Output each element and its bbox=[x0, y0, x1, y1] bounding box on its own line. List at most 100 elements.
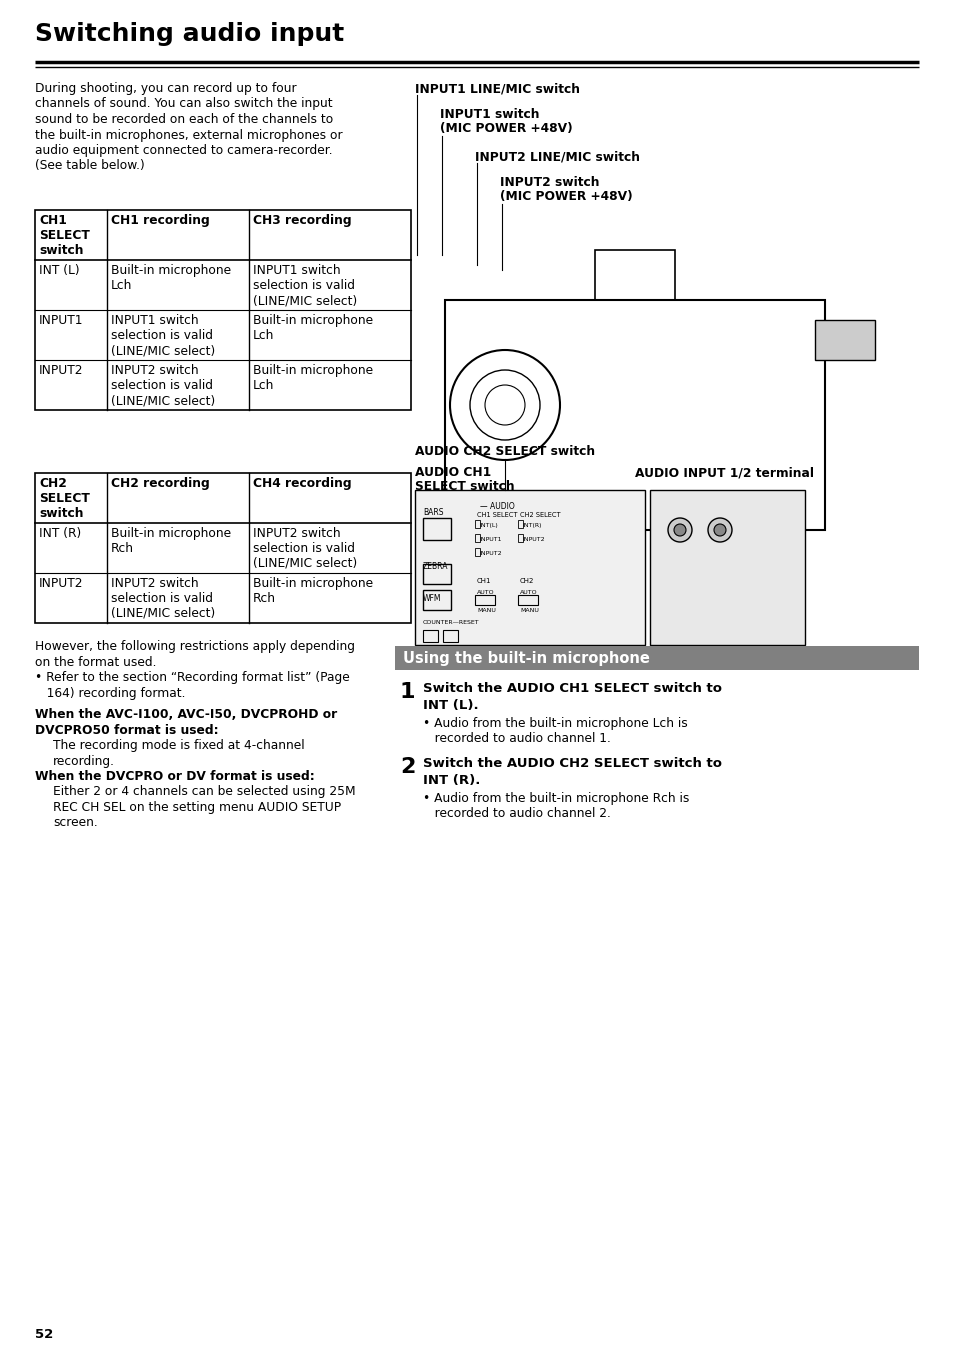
Text: — AUDIO: — AUDIO bbox=[479, 502, 515, 510]
Text: CH2: CH2 bbox=[519, 578, 534, 584]
Text: INPUT1 switch: INPUT1 switch bbox=[439, 108, 539, 121]
Bar bbox=[475, 594, 495, 605]
Text: INPUT1 LINE/MIC switch: INPUT1 LINE/MIC switch bbox=[415, 83, 579, 95]
Circle shape bbox=[707, 519, 731, 542]
Bar bbox=[649, 490, 804, 645]
Bar bbox=[444, 301, 824, 529]
Text: ZEBRA: ZEBRA bbox=[422, 562, 448, 571]
Bar bbox=[415, 490, 644, 645]
Text: Built-in microphone
Lch: Built-in microphone Lch bbox=[253, 314, 373, 343]
Text: screen.: screen. bbox=[53, 816, 97, 830]
Bar bbox=[35, 473, 411, 623]
Text: sound to be recorded on each of the channels to: sound to be recorded on each of the chan… bbox=[35, 112, 333, 126]
Text: Using the built-in microphone: Using the built-in microphone bbox=[402, 650, 649, 666]
Text: on the format used.: on the format used. bbox=[35, 655, 156, 669]
Text: Switch the AUDIO CH2 SELECT switch to: Switch the AUDIO CH2 SELECT switch to bbox=[422, 757, 721, 770]
Text: BARS: BARS bbox=[422, 508, 443, 517]
Text: AUDIO CH2 SELECT switch: AUDIO CH2 SELECT switch bbox=[415, 445, 595, 458]
Bar bbox=[475, 548, 479, 556]
Text: AUDIO CH1: AUDIO CH1 bbox=[415, 466, 491, 479]
Text: AUTO: AUTO bbox=[519, 590, 537, 594]
Text: AUDIO INPUT 1/2 terminal: AUDIO INPUT 1/2 terminal bbox=[635, 466, 813, 479]
Text: When the DVCPRO or DV format is used:: When the DVCPRO or DV format is used: bbox=[35, 770, 314, 783]
Text: CH2 SELECT: CH2 SELECT bbox=[519, 512, 560, 519]
Text: (MIC POWER +48V): (MIC POWER +48V) bbox=[499, 190, 632, 203]
Text: MANU: MANU bbox=[519, 608, 538, 613]
Text: recorded to audio channel 2.: recorded to audio channel 2. bbox=[422, 807, 610, 821]
Text: INPUT2: INPUT2 bbox=[39, 364, 84, 376]
Text: CH1 SELECT: CH1 SELECT bbox=[476, 512, 517, 519]
Text: INT (L): INT (L) bbox=[39, 264, 79, 278]
Bar bbox=[395, 646, 918, 670]
Text: INPUT2 switch
selection is valid
(LINE/MIC select): INPUT2 switch selection is valid (LINE/M… bbox=[111, 364, 215, 408]
Bar bbox=[422, 565, 451, 584]
Circle shape bbox=[667, 519, 691, 542]
Text: Switch the AUDIO CH1 SELECT switch to: Switch the AUDIO CH1 SELECT switch to bbox=[422, 682, 721, 695]
Bar bbox=[517, 594, 537, 605]
Bar bbox=[422, 630, 437, 642]
Text: AUTO: AUTO bbox=[476, 590, 494, 594]
Text: audio equipment connected to camera-recorder.: audio equipment connected to camera-reco… bbox=[35, 144, 333, 157]
Text: INPUT2: INPUT2 bbox=[478, 551, 501, 556]
Text: 2: 2 bbox=[399, 757, 415, 777]
Text: 1: 1 bbox=[399, 682, 416, 701]
Text: INPUT2: INPUT2 bbox=[521, 538, 544, 542]
Text: 52: 52 bbox=[35, 1328, 53, 1340]
Text: Built-in microphone
Lch: Built-in microphone Lch bbox=[111, 264, 231, 292]
Text: • Audio from the built-in microphone Lch is: • Audio from the built-in microphone Lch… bbox=[422, 718, 687, 730]
Text: (MIC POWER +48V): (MIC POWER +48V) bbox=[439, 122, 572, 135]
Text: INPUT1: INPUT1 bbox=[478, 538, 501, 542]
Text: Built-in microphone
Lch: Built-in microphone Lch bbox=[253, 364, 373, 393]
Text: CH2
SELECT
switch: CH2 SELECT switch bbox=[39, 477, 90, 520]
Text: CH1: CH1 bbox=[476, 578, 491, 584]
Text: INT (L).: INT (L). bbox=[422, 699, 478, 712]
Text: • Audio from the built-in microphone Rch is: • Audio from the built-in microphone Rch… bbox=[422, 792, 689, 806]
Text: INPUT2 switch
selection is valid
(LINE/MIC select): INPUT2 switch selection is valid (LINE/M… bbox=[111, 577, 215, 620]
Text: INT (R).: INT (R). bbox=[422, 774, 480, 787]
Text: INT(L): INT(L) bbox=[478, 523, 497, 528]
Text: WFM: WFM bbox=[422, 594, 441, 603]
Text: CH4 recording: CH4 recording bbox=[253, 477, 352, 490]
Text: DVCPRO50 format is used:: DVCPRO50 format is used: bbox=[35, 723, 218, 737]
Bar bbox=[422, 519, 451, 540]
Text: The recording mode is fixed at 4-channel: The recording mode is fixed at 4-channel bbox=[53, 739, 304, 751]
Bar bbox=[442, 630, 457, 642]
Text: INPUT1 switch
selection is valid
(LINE/MIC select): INPUT1 switch selection is valid (LINE/M… bbox=[111, 314, 215, 357]
Circle shape bbox=[713, 524, 725, 536]
Bar bbox=[814, 320, 874, 360]
Bar bbox=[475, 520, 479, 528]
Bar bbox=[595, 250, 675, 301]
Text: • Refer to the section “Recording format list” (Page: • Refer to the section “Recording format… bbox=[35, 672, 350, 684]
Text: CH2 recording: CH2 recording bbox=[111, 477, 210, 490]
Text: INT(R): INT(R) bbox=[521, 523, 541, 528]
Text: COUNTER—RESET: COUNTER—RESET bbox=[422, 620, 479, 626]
Circle shape bbox=[673, 524, 685, 536]
Bar bbox=[35, 210, 411, 410]
Text: SELECT switch: SELECT switch bbox=[415, 481, 514, 493]
Text: INPUT2 switch
selection is valid
(LINE/MIC select): INPUT2 switch selection is valid (LINE/M… bbox=[253, 527, 356, 570]
Text: Either 2 or 4 channels can be selected using 25M: Either 2 or 4 channels can be selected u… bbox=[53, 785, 355, 799]
Bar bbox=[475, 533, 479, 542]
Text: During shooting, you can record up to four: During shooting, you can record up to fo… bbox=[35, 83, 296, 95]
Text: INPUT1: INPUT1 bbox=[39, 314, 84, 328]
Text: When the AVC-I100, AVC-I50, DVCPROHD or: When the AVC-I100, AVC-I50, DVCPROHD or bbox=[35, 708, 337, 720]
Text: INPUT2 LINE/MIC switch: INPUT2 LINE/MIC switch bbox=[475, 150, 639, 162]
Text: CH3 recording: CH3 recording bbox=[253, 214, 352, 227]
Text: recording.: recording. bbox=[53, 754, 115, 768]
Bar bbox=[517, 520, 522, 528]
Text: recorded to audio channel 1.: recorded to audio channel 1. bbox=[422, 733, 610, 745]
Text: Built-in microphone
Rch: Built-in microphone Rch bbox=[111, 527, 231, 555]
Text: INT (R): INT (R) bbox=[39, 527, 81, 540]
Text: INPUT1 switch
selection is valid
(LINE/MIC select): INPUT1 switch selection is valid (LINE/M… bbox=[253, 264, 356, 307]
Text: INPUT2 switch: INPUT2 switch bbox=[499, 176, 598, 190]
Bar bbox=[517, 533, 522, 542]
Text: However, the following restrictions apply depending: However, the following restrictions appl… bbox=[35, 640, 355, 653]
Text: CH1
SELECT
switch: CH1 SELECT switch bbox=[39, 214, 90, 257]
Text: the built-in microphones, external microphones or: the built-in microphones, external micro… bbox=[35, 129, 342, 142]
Text: Switching audio input: Switching audio input bbox=[35, 22, 344, 46]
Text: channels of sound. You can also switch the input: channels of sound. You can also switch t… bbox=[35, 97, 333, 111]
Text: 164) recording format.: 164) recording format. bbox=[35, 686, 185, 700]
Text: MANU: MANU bbox=[476, 608, 496, 613]
Text: (See table below.): (See table below.) bbox=[35, 160, 145, 172]
Text: CH1 recording: CH1 recording bbox=[111, 214, 210, 227]
